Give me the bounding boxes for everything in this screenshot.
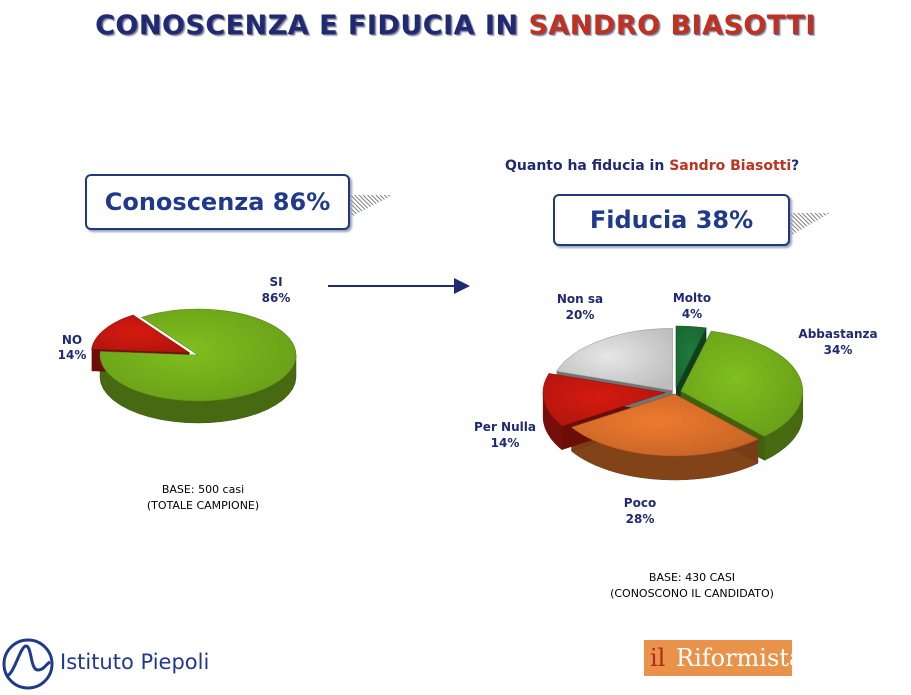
conoscenza-box: Conoscenza 86% bbox=[85, 174, 350, 230]
slice-value-no: 14% bbox=[58, 348, 87, 362]
slice-value-non-sa: 20% bbox=[566, 308, 595, 322]
question-text: Quanto ha fiducia in bbox=[505, 158, 670, 174]
slice-value-si: 86% bbox=[262, 291, 291, 305]
riformista-il: il bbox=[650, 644, 666, 672]
slice-label-no: NO bbox=[62, 333, 82, 347]
pie-slice-abbastanza bbox=[680, 330, 804, 437]
slice-label-poco: Poco bbox=[624, 496, 656, 510]
il-riformista-logo: il Riformista bbox=[644, 640, 803, 676]
slice-value-poco: 28% bbox=[626, 512, 655, 526]
trust-pie-chart bbox=[542, 325, 804, 481]
page-title: CONOSCENZA E FIDUCIA IN SANDRO BIASOTTI bbox=[0, 10, 911, 41]
slice-label-per-nulla: Per Nulla bbox=[474, 420, 536, 434]
slice-label-non-sa: Non sa bbox=[557, 292, 603, 306]
istituto-piepoli-logo: Istituto Piepoli bbox=[0, 636, 220, 692]
title-text: CONOSCENZA E FIDUCIA IN bbox=[95, 10, 529, 41]
left-chart-base: BASE: 500 casi (TOTALE CAMPIONE) bbox=[100, 482, 306, 514]
piepoli-logo-text: Istituto Piepoli bbox=[60, 650, 210, 674]
pie-slice-no bbox=[91, 314, 191, 354]
chart-question: Quanto ha fiducia in Sandro Biasotti? bbox=[505, 158, 799, 174]
title-candidate-name: SANDRO BIASOTTI bbox=[528, 10, 816, 41]
question-candidate: Sandro Biasotti bbox=[669, 158, 792, 174]
pie-slice-molto bbox=[675, 325, 707, 389]
pie-slice-si bbox=[99, 308, 297, 402]
right-chart-base: BASE: 430 CASI (CONOSCONO IL CANDIDATO) bbox=[560, 570, 824, 602]
pie-slice-non-sa bbox=[556, 328, 673, 391]
pie-slice-per-nulla bbox=[542, 373, 666, 427]
question-mark: ? bbox=[791, 158, 800, 174]
slice-value-molto: 4% bbox=[682, 307, 702, 321]
piepoli-mark-icon bbox=[2, 638, 54, 690]
pie-slice-poco bbox=[570, 393, 759, 457]
slice-label-molto: Molto bbox=[673, 291, 711, 305]
slice-value-per-nulla: 14% bbox=[491, 436, 520, 450]
left-base-line1: BASE: 500 casi bbox=[161, 483, 245, 496]
slice-label-abbastanza: Abbastanza bbox=[798, 327, 877, 341]
left-base-line2: (TOTALE CAMPIONE) bbox=[146, 499, 260, 512]
fiducia-box: Fiducia 38% bbox=[553, 194, 790, 246]
slice-label-si: SI bbox=[269, 275, 282, 289]
riformista-name: Riformista bbox=[676, 644, 804, 672]
right-base-line2: (CONOSCONO IL CANDIDATO) bbox=[610, 587, 774, 600]
right-base-line1: BASE: 430 CASI bbox=[648, 571, 736, 584]
slice-value-abbastanza: 34% bbox=[824, 343, 853, 357]
knowledge-pie-chart bbox=[91, 308, 297, 424]
